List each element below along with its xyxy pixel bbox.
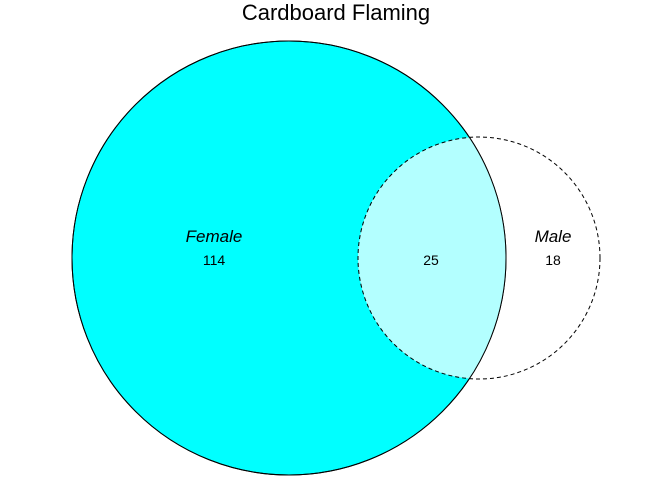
female-only-count: 114: [203, 252, 226, 268]
male-only-count: 18: [545, 252, 561, 268]
male-set-label: Male: [535, 227, 572, 246]
diagram-title: Cardboard Flaming: [242, 0, 430, 25]
intersection-region: [358, 137, 600, 379]
female-set-label: Female: [186, 227, 243, 246]
intersection-count: 25: [423, 252, 439, 268]
